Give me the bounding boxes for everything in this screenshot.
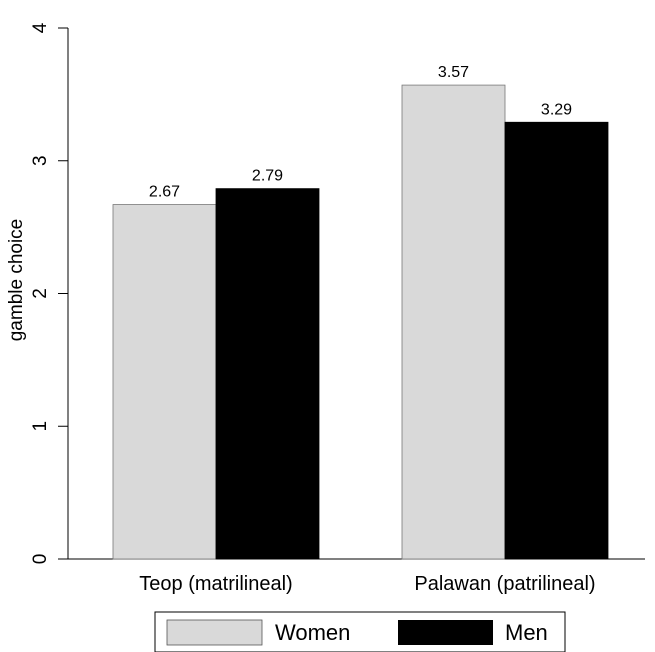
category-label: Teop (matrilineal)	[139, 573, 292, 595]
legend-label-men: Men	[505, 620, 548, 645]
y-tick-label: 4	[30, 22, 51, 33]
data-label: 2.67	[149, 184, 180, 201]
y-tick-label: 1	[30, 421, 51, 432]
bar-men	[215, 188, 320, 560]
y-tick-label: 3	[30, 155, 51, 166]
legend-swatch-women	[166, 619, 263, 646]
bars: 2.67 2.79 3.57 3.29	[112, 64, 609, 560]
bar-women	[112, 204, 217, 560]
y-axis-title: gamble choice	[6, 219, 27, 342]
bar-women	[401, 84, 506, 560]
legend-label-women: Women	[275, 620, 350, 645]
legend: Women Men	[154, 611, 566, 652]
category-label: Palawan (patrilineal)	[414, 573, 595, 595]
data-label: 3.29	[541, 101, 572, 118]
bar-men	[504, 121, 609, 560]
y-tick-label: 0	[30, 554, 51, 565]
y-axis-ticks: 0 1 2 3 4	[30, 22, 68, 564]
data-label: 3.57	[438, 64, 469, 81]
legend-swatch-men	[398, 620, 493, 645]
y-tick-label: 2	[30, 288, 51, 299]
category-labels: Teop (matrilineal) Palawan (patrilineal)	[139, 573, 595, 595]
data-label: 2.79	[252, 168, 283, 185]
